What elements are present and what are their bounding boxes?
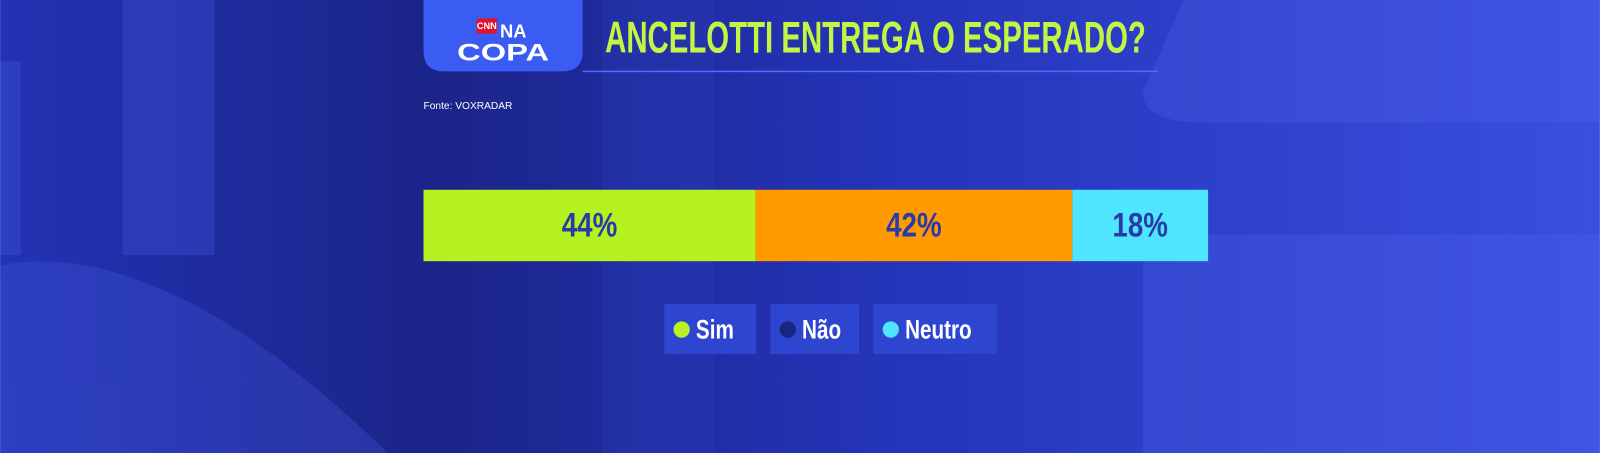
legend-label: Sim [696, 315, 734, 345]
value-label: 42% [886, 206, 942, 245]
logo-copa: COPA [457, 40, 549, 67]
bar-segment [423, 189, 756, 262]
legend-item: Não [770, 304, 860, 355]
value-label: 44% [562, 206, 618, 245]
legend-swatch [779, 321, 796, 338]
bar-segment [1072, 189, 1209, 262]
bar-segment [755, 189, 1073, 262]
legend-label: Neutro [905, 315, 972, 345]
logo-badge [476, 18, 497, 34]
legend: Sim Não Neutro [664, 304, 997, 355]
legend-item: Sim [664, 304, 757, 355]
legend-item: Neutro [873, 304, 997, 355]
source: Fonte: VOXRADAR [424, 101, 513, 112]
logo-box [423, 0, 583, 72]
chart-title: ANCELOTTI ENTREGA O ESPERADO? [605, 12, 1146, 63]
logo-na: NA [500, 20, 527, 41]
legend-swatch [673, 321, 690, 338]
legend-swatch [882, 321, 899, 338]
legend-label: Não [802, 315, 841, 345]
bar-group: 44% 42% 18% [423, 189, 1209, 262]
logo-network: CNN [477, 21, 497, 31]
value-label: 18% [1112, 206, 1168, 245]
